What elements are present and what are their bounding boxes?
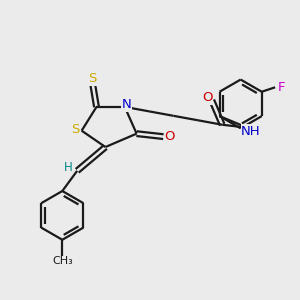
Text: F: F: [278, 81, 285, 94]
Text: NH: NH: [241, 125, 261, 138]
Text: S: S: [71, 123, 79, 136]
Text: O: O: [165, 130, 175, 143]
Text: H: H: [64, 161, 73, 174]
Text: CH₃: CH₃: [52, 256, 73, 266]
Text: O: O: [202, 92, 213, 104]
Text: S: S: [88, 72, 96, 85]
Text: N: N: [121, 98, 131, 111]
